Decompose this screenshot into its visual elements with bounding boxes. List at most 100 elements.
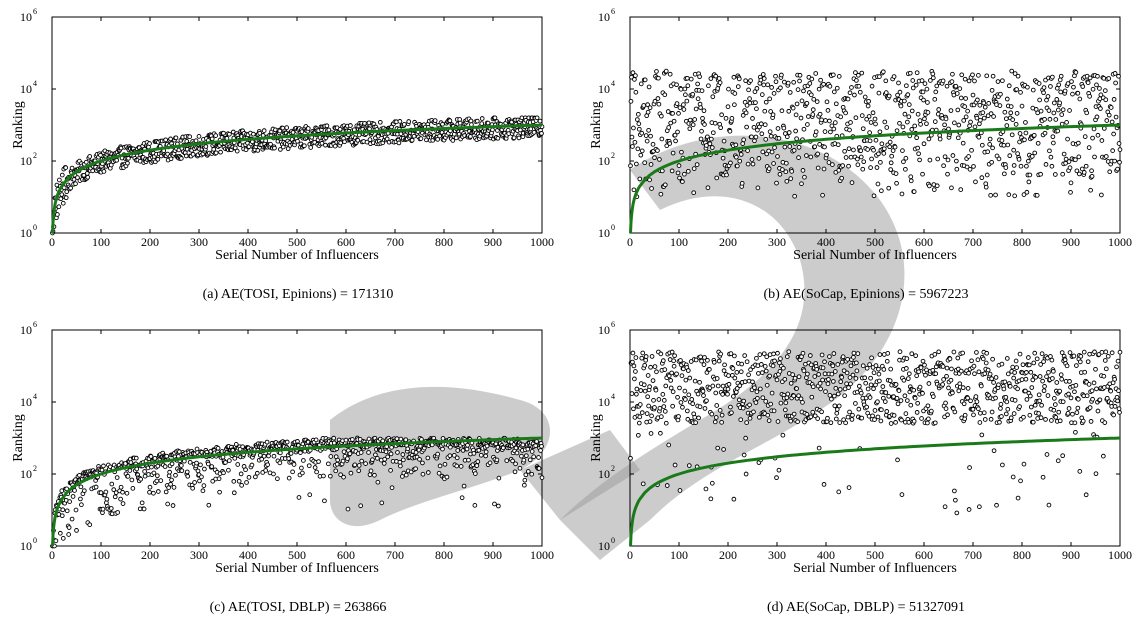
- scatter-point: [783, 400, 789, 406]
- scatter-point: [1020, 362, 1026, 368]
- scatter-point: [960, 140, 966, 146]
- scatter-point: [849, 85, 854, 90]
- y-axis-label: Ranking: [11, 414, 26, 461]
- scatter-point: [700, 115, 705, 121]
- scatter-point: [884, 358, 890, 364]
- scatter-point: [288, 451, 294, 456]
- scatter-point: [115, 510, 121, 515]
- scatter-point: [125, 160, 130, 166]
- scatter-point: [232, 145, 238, 151]
- scatter-point: [831, 89, 837, 95]
- scatter-point: [831, 351, 837, 356]
- scatter-point: [234, 148, 240, 154]
- scatter-point: [997, 103, 1003, 108]
- scatter-point: [1015, 495, 1021, 501]
- y-tick-label: 10: [20, 539, 32, 553]
- scatter-point: [275, 476, 280, 482]
- scatter-point: [825, 415, 830, 421]
- scatter-point: [521, 457, 527, 463]
- scatter-point: [127, 468, 133, 473]
- scatter-point: [884, 409, 890, 414]
- scatter-point: [684, 75, 690, 81]
- scatter-point: [843, 420, 848, 426]
- x-tick-label: 300: [190, 235, 208, 249]
- scatter-point: [835, 391, 841, 397]
- scatter-point: [847, 409, 852, 415]
- scatter-point: [1011, 411, 1017, 416]
- scatter-point: [326, 127, 332, 133]
- scatter-point: [925, 100, 930, 105]
- scatter-point: [887, 139, 893, 145]
- scatter-point: [676, 111, 681, 116]
- scatter-point: [834, 85, 840, 91]
- scatter-point: [729, 410, 734, 416]
- scatter-point: [867, 362, 872, 367]
- scatter-point: [314, 469, 319, 475]
- scatter-point: [194, 460, 199, 466]
- scatter-point: [236, 478, 242, 484]
- scatter-point: [916, 151, 921, 157]
- scatter-point: [886, 393, 892, 399]
- scatter-point: [760, 149, 766, 155]
- scatter-point: [773, 79, 779, 85]
- scatter-point: [1004, 356, 1010, 361]
- scatter-point: [977, 102, 983, 108]
- scatter-point: [869, 83, 875, 89]
- scatter-point: [479, 116, 485, 121]
- scatter-point: [695, 96, 701, 102]
- scatter-point: [901, 377, 907, 383]
- x-axis-label: Serial Number of Influencers: [215, 561, 379, 576]
- x-tick-label: 500: [288, 235, 306, 249]
- scatter-point: [652, 364, 658, 369]
- scatter-point: [1005, 406, 1011, 412]
- scatter-point: [699, 128, 704, 134]
- scatter-point: [1010, 474, 1016, 480]
- scatter-point: [884, 125, 890, 130]
- y-tick-label: 10: [20, 82, 32, 96]
- scatter-point: [1018, 163, 1024, 169]
- scatter-point: [781, 365, 786, 371]
- scatter-point: [1054, 97, 1060, 102]
- scatter-point: [1013, 121, 1019, 127]
- scatter-point: [658, 191, 664, 197]
- scatter-point: [108, 506, 114, 511]
- scatter-point: [525, 469, 531, 474]
- scatter-point: [957, 86, 963, 91]
- scatter-point: [1116, 388, 1121, 394]
- scatter-point: [717, 80, 723, 85]
- scatter-point: [630, 350, 636, 356]
- scatter-point: [913, 353, 919, 359]
- scatter-point: [1051, 100, 1057, 106]
- scatter-point: [897, 89, 903, 95]
- scatter-point: [784, 395, 790, 401]
- scatter-point: [277, 460, 283, 466]
- scatter-point: [120, 489, 125, 495]
- x-tick-label: 400: [817, 235, 835, 249]
- scatter-point: [1067, 350, 1073, 355]
- scatter-point: [883, 78, 889, 84]
- y-tick-exponent: 2: [611, 151, 615, 160]
- scatter-point: [1031, 360, 1037, 366]
- scatter-point: [1066, 406, 1072, 411]
- scatter-point: [356, 468, 362, 474]
- scatter-point: [765, 412, 771, 418]
- scatter-point: [746, 372, 751, 378]
- scatter-point: [1017, 404, 1022, 409]
- scatter-point: [401, 122, 407, 127]
- scatter-point: [199, 474, 204, 480]
- scatter-point: [665, 109, 671, 114]
- scatter-point: [286, 475, 292, 481]
- scatter-point: [845, 357, 850, 362]
- scatter-point: [1051, 407, 1057, 413]
- scatter-point: [1034, 356, 1040, 362]
- scatter-point: [998, 406, 1003, 411]
- scatter-point: [1069, 79, 1074, 84]
- scatter-point: [721, 138, 727, 144]
- scatter-point: [522, 482, 527, 488]
- scatter-point: [815, 165, 821, 171]
- scatter-point: [754, 389, 760, 395]
- scatter-point: [984, 172, 990, 178]
- scatter-point: [124, 490, 130, 496]
- scatter-point: [1081, 349, 1087, 355]
- scatter-point: [690, 122, 696, 128]
